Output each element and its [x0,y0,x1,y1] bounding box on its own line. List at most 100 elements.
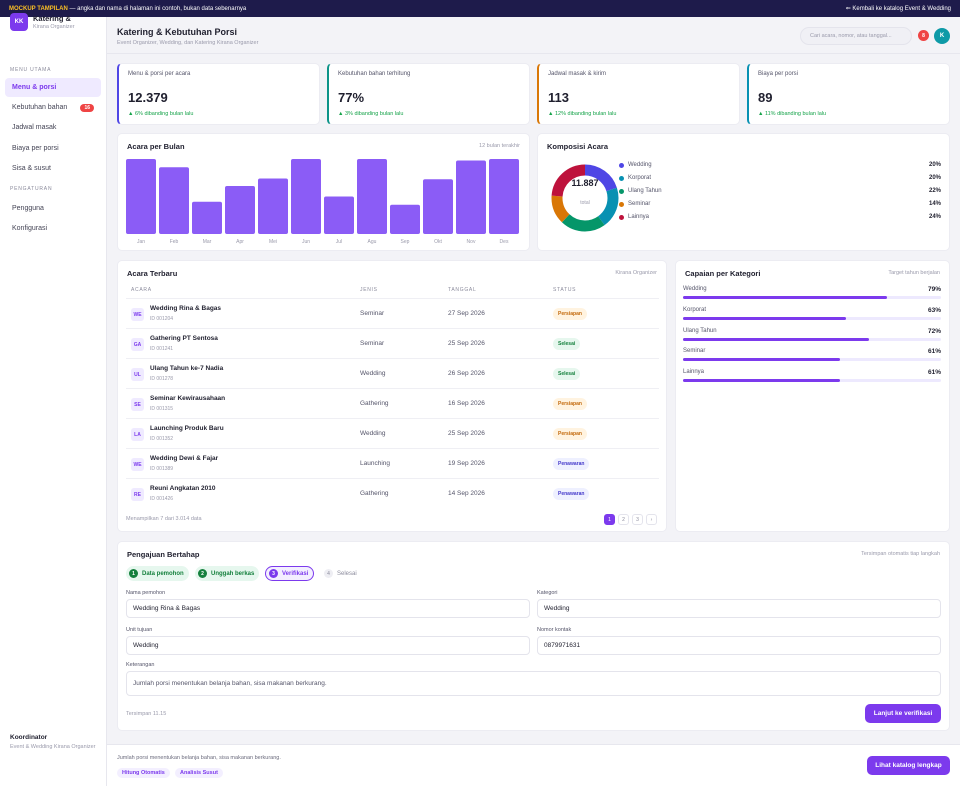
column-header-acara[interactable]: ACARA [131,287,152,293]
legend-item-korporat: Korporat 20% [619,174,941,184]
event-id: ID 001389 [150,466,174,472]
bar-okt [423,179,453,234]
sidebar-item-label: Menu & porsi [12,84,57,91]
step-data-pemohon[interactable]: 1 Data pemohon [126,566,189,581]
legend-percent: 24% [928,214,941,220]
tag-hitung-otomatis[interactable]: Hitung Otomatis [117,768,170,778]
x-tick-label: Jul [336,239,342,245]
sidebar-item-label: Kebutuhan bahan [12,104,68,111]
nama-pemohon-field[interactable]: Wedding Rina & Bagas [126,599,530,618]
sidebar-item-jadwal-masak[interactable]: Jadwal masak [5,118,101,137]
footer-text: Jumlah porsi menentukan belanja bahan, s… [117,755,281,761]
event-type: Gathering [360,400,389,407]
column-header-jenis[interactable]: JENIS [360,287,378,293]
sidebar-item-label: Pengguna [12,205,44,212]
notification-badge[interactable]: 8 [918,30,929,41]
event-name: Launching Produk Baru [150,425,224,432]
progress-track [683,317,941,320]
event-date: 14 Sep 2026 [448,490,485,497]
legend-percent: 20% [928,175,941,181]
step-verifikasi[interactable]: 3 Verifikasi [265,566,315,581]
sidebar-item-label: Sisa & susut [12,165,51,172]
step-selesai[interactable]: 4 Selesai [321,566,362,581]
kontak-label: Nomor kontak [537,627,572,633]
brand-subtitle: Kirana Organizer [33,24,75,30]
kategori-field[interactable]: Wedding [537,599,941,618]
page-subtitle: Event Organizer, Wedding, dan Katering K… [117,40,259,46]
progress-label: Ulang Tahun [683,328,717,334]
x-tick-label: Des [500,239,509,245]
table-row[interactable]: UL Ulang Tahun ke-7 Nadia ID 001278 Wedd… [126,358,659,388]
slice-ulang-tahun [551,164,619,232]
sidebar-item-pengguna[interactable]: Pengguna [5,199,101,218]
event-id: ID 001426 [150,496,174,502]
stat-delta: ▲ 11% dibanding bulan lalu [758,111,827,117]
column-header-status[interactable]: STATUS [553,287,577,293]
banner-strong: MOCKUP TAMPILAN [9,5,68,12]
page-button-1[interactable]: 1 [604,514,615,525]
bar-feb [159,167,189,234]
sidebar-item-biaya-per-porsi[interactable]: Biaya per porsi [5,139,101,158]
chart-title: Acara per Bulan [127,142,185,151]
avatar[interactable]: K [934,28,950,44]
continue-verification-button[interactable]: Lanjut ke verifikasi [865,704,941,723]
page-next-button[interactable]: › [646,514,657,525]
event-type: Seminar [360,340,385,347]
event-type: Seminar [360,310,385,317]
event-date: 27 Sep 2026 [448,310,485,317]
bar-jun [291,159,321,234]
legend-dot [619,163,624,168]
coordinator-subtitle: Event & Wedding Kirana Organizer [10,744,96,750]
legend-dot [619,215,624,220]
legend-item-lainnya: Lainnya 24% [619,213,941,223]
sidebar-item-konfigurasi[interactable]: Konfigurasi [5,219,101,238]
table-row[interactable]: WE Wedding Rina & Bagas ID 001204 Semina… [126,298,659,328]
search-input[interactable]: Cari acara, nomor, atau tanggal... [800,27,912,45]
composition-donut-chart [551,164,619,232]
bar-sep [390,204,420,234]
bar-jul [324,196,354,234]
table-row[interactable]: RE Reuni Angkatan 2010 ID 001426 Gatheri… [126,478,659,508]
banner-text: MOCKUP TAMPILAN — angka dan nama di hala… [9,6,246,12]
event-date: 25 Sep 2026 [448,430,485,437]
monthly-events-card: Acara per Bulan 12 bulan terakhir Jan Feb… [117,133,530,251]
event-date: 26 Sep 2026 [448,370,485,377]
page-button-3[interactable]: 3 [632,514,643,525]
page-button-2[interactable]: 2 [618,514,629,525]
step-unggah-berkas[interactable]: 2 Unggah berkas [195,566,260,581]
x-tick-label: Jan [137,239,145,245]
x-tick-label: Apr [236,239,244,245]
x-tick-label: Agu [368,239,377,245]
status-badge: Selesai [553,368,581,380]
sidebar-item-menu-porsi[interactable]: Menu & porsi [5,78,101,97]
stat-label: Jadwal masak & kirim [548,71,607,77]
legend-item-seminar: Seminar 14% [619,200,941,210]
progress-fill [683,317,846,320]
legend-label: Korporat [628,175,652,181]
unit-label: Unit tujuan [126,627,153,633]
tag-analisis-susut[interactable]: Analisis Susut [175,768,223,778]
sidebar-item-sisa-susut[interactable]: Sisa & susut [5,159,101,178]
progress-fill [683,379,841,382]
column-header-tanggal[interactable]: TANGGAL [448,287,477,293]
x-tick-label: Mei [269,239,277,245]
stat-value: 77% [338,90,365,105]
table-row[interactable]: WE Wedding Dewi & Fajar ID 001389 Launch… [126,448,659,478]
unit-tujuan-field[interactable]: Wedding [126,636,530,655]
event-initials: GA [131,338,144,351]
table-row[interactable]: LA Launching Produk Baru ID 001352 Weddi… [126,418,659,448]
keterangan-field[interactable]: Jumlah porsi menentukan belanja bahan, s… [126,671,941,696]
donut-total: 11.887 [571,178,599,188]
progress-label: Korporat [683,307,707,313]
event-type: Launching [360,460,390,467]
back-to-catalog-link[interactable]: ⇐ Kembali ke katalog Event & Wedding [845,6,951,12]
view-catalog-button[interactable]: Lihat katalog lengkap [867,756,950,775]
nomor-kontak-field[interactable]: 0879971631 [537,636,941,655]
page-title: Katering & Kebutuhan Porsi [117,27,238,37]
table-row[interactable]: GA Gathering PT Sentosa ID 001241 Semina… [126,328,659,358]
progress-fill [683,338,869,341]
progress-track [683,358,941,361]
event-type: Gathering [360,490,389,497]
table-row[interactable]: SE Seminar Kewirausahaan ID 001315 Gathe… [126,388,659,418]
sidebar-item-kebutuhan-bahan[interactable]: Kebutuhan bahan 16 [5,98,101,117]
